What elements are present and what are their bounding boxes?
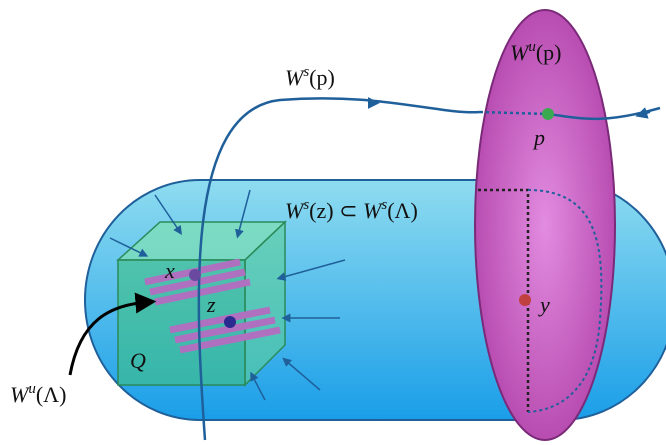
label: Q xyxy=(130,348,146,373)
stable-curve xyxy=(197,97,481,441)
label: x xyxy=(164,258,175,283)
point-x xyxy=(189,269,201,281)
label: y xyxy=(538,292,550,317)
label: Ws(z) ⊂ Ws(Λ) xyxy=(285,197,418,223)
curve-arrow xyxy=(635,107,651,119)
flow-arrows xyxy=(109,189,346,401)
label: Wu(p) xyxy=(510,39,561,65)
unstable-arrow xyxy=(68,292,157,376)
dotted-back xyxy=(527,189,603,413)
label: p xyxy=(532,125,545,150)
unstable-disk xyxy=(474,9,616,441)
point-z xyxy=(224,316,236,328)
label: Ws(p) xyxy=(285,64,335,90)
label: z xyxy=(206,292,216,317)
point-p xyxy=(542,108,554,120)
stable-dotted xyxy=(479,110,549,116)
point-y xyxy=(519,294,531,306)
label: Wu(Λ) xyxy=(10,381,66,407)
